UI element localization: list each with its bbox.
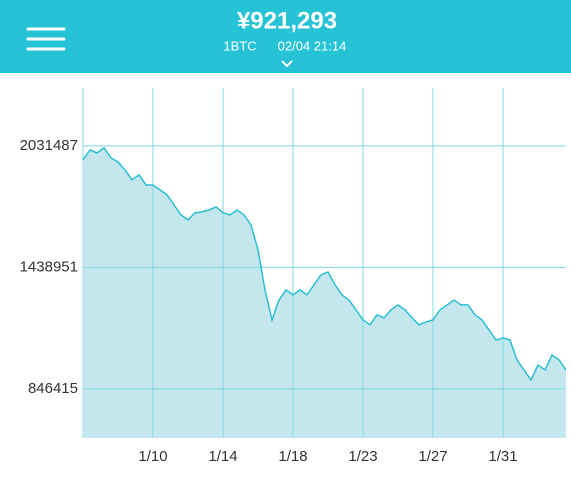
x-tick-label: 1/23 [348,448,377,465]
price: ¥921,293 [237,7,337,34]
x-tick-label: 1/10 [138,448,167,465]
y-tick-label: 846415 [28,380,78,397]
x-tick-label: 1/31 [488,448,517,465]
timestamp: 02/04 21:14 [278,38,347,53]
area-fill [83,147,566,438]
y-tick-label: 1438951 [20,258,78,275]
x-tick-label: 1/27 [418,448,447,465]
x-tick-label: 1/18 [278,448,307,465]
x-tick-label: 1/14 [208,448,237,465]
header-bar [0,0,571,73]
unit: 1BTC [223,38,256,53]
menu-button[interactable] [26,27,66,51]
dropdown-chevron[interactable] [281,60,293,68]
price-line [82,146,567,382]
y-tick-label: 2031487 [20,137,78,154]
